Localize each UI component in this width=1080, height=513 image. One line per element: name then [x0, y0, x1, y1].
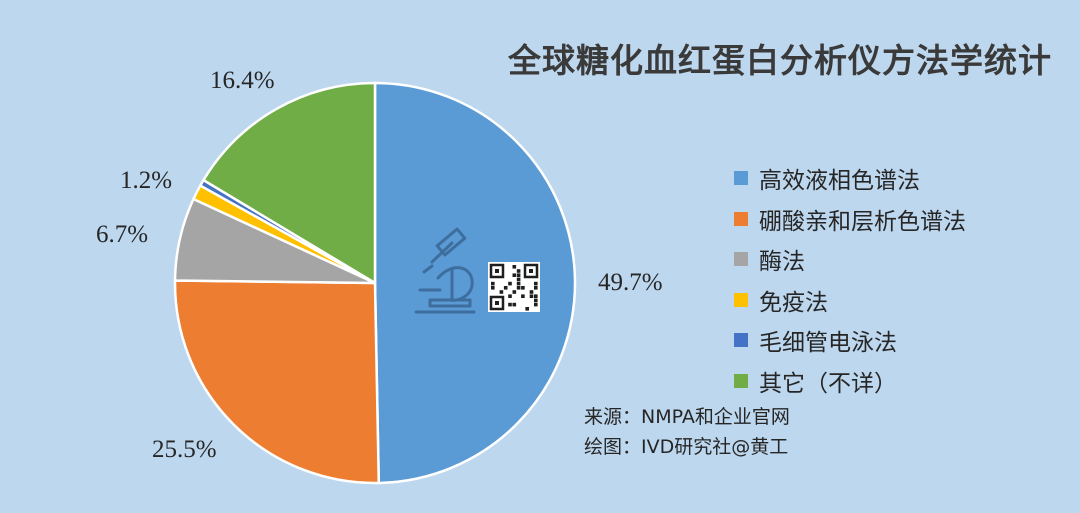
- legend-label: 高效液相色谱法: [759, 168, 920, 195]
- chart-legend: 高效液相色谱法 硼酸亲和层析色谱法 酶法 免疫法 毛细管电泳法 其它（不详）: [734, 158, 966, 401]
- qr-code-icon: [488, 262, 540, 312]
- slice-value-label: 49.7%: [598, 269, 663, 296]
- slice-value-label: 25.5%: [152, 436, 217, 463]
- legend-item-immunoassay: 免疫法: [734, 280, 966, 321]
- legend-label: 毛细管电泳法: [759, 330, 897, 357]
- legend-swatch: [734, 211, 748, 226]
- slice-value-label: 6.7%: [96, 221, 148, 248]
- source-line: 来源：NMPA和企业官网: [584, 406, 790, 428]
- legend-item-capillary-electrophoresis: 毛细管电泳法: [734, 320, 966, 361]
- slice-boronate-affinity: [173, 279, 381, 485]
- slice-value-label: 1.2%: [120, 167, 172, 194]
- legend-item-enzymatic: 酶法: [734, 239, 966, 280]
- legend-swatch: [734, 333, 748, 348]
- legend-item-boronate-affinity: 硼酸亲和层析色谱法: [734, 199, 966, 240]
- legend-item-hplc: 高效液相色谱法: [734, 158, 966, 199]
- legend-swatch: [734, 252, 748, 267]
- credit-line: 绘图：IVD研究社@黄工: [584, 436, 789, 458]
- slice-value-labels: 49.7% 25.5% 6.7% 1.2% 16.4%: [96, 67, 663, 463]
- legend-label: 酶法: [759, 249, 805, 276]
- legend-label: 免疫法: [759, 289, 828, 316]
- source-note: 来源：NMPA和企业官网 绘图：IVD研究社@黄工: [584, 402, 790, 462]
- legend-label: 其它（不详）: [759, 370, 897, 397]
- pie-slices: [173, 81, 577, 485]
- legend-swatch: [734, 171, 748, 186]
- slice-other: [201, 81, 377, 286]
- slice-value-label: 16.4%: [210, 67, 275, 94]
- microscope-icon: [414, 227, 476, 314]
- slice-hplc: [373, 81, 577, 485]
- legend-swatch: [734, 292, 748, 307]
- legend-label: 硼酸亲和层析色谱法: [759, 208, 966, 235]
- chart-title: 全球糖化血红蛋白分析仪方法学统计: [508, 41, 1052, 80]
- legend-swatch: [734, 373, 748, 388]
- legend-item-other: 其它（不详）: [734, 361, 966, 402]
